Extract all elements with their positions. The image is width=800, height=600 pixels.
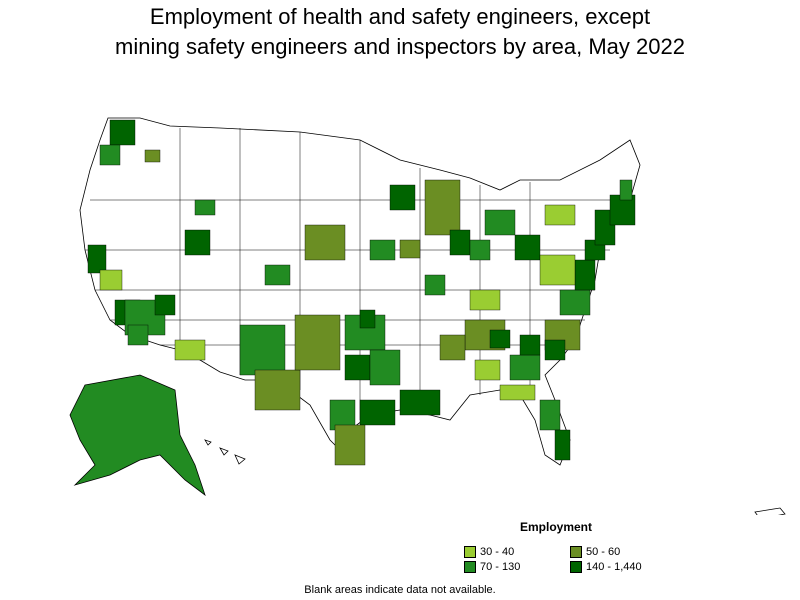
state-borders	[85, 128, 620, 420]
legend-item-50-60: 50 - 60	[570, 546, 620, 558]
area-al	[474, 359, 501, 381]
area-seattle	[109, 119, 136, 146]
legend-title: Employment	[520, 520, 593, 534]
area-saltlake	[184, 229, 211, 256]
area-nashville	[489, 329, 511, 349]
area-tx-pan	[294, 314, 341, 371]
area-kansas	[304, 224, 346, 261]
alaska-outline	[69, 374, 206, 497]
map-title: Employment of health and safety engineer…	[0, 2, 800, 62]
legend-swatch	[570, 546, 582, 558]
area-fl-s	[554, 429, 571, 461]
area-upstate-ny	[544, 204, 576, 226]
area-la-coast	[399, 389, 441, 416]
area-houston	[359, 399, 396, 426]
area-stlouis	[424, 274, 446, 296]
legend-swatch	[464, 561, 476, 573]
legend-item-30-40: 30 - 40	[464, 546, 514, 558]
area-spokane	[144, 149, 161, 163]
area-fl-n	[499, 384, 536, 401]
area-michigan	[484, 209, 516, 236]
area-atlanta	[519, 334, 541, 356]
area-portland	[99, 144, 121, 166]
area-tx-coast	[334, 424, 366, 466]
area-wi	[424, 179, 461, 236]
legend-swatch	[464, 546, 476, 558]
area-ga	[509, 354, 541, 381]
legend-label: 50 - 60	[586, 546, 621, 558]
area-phoenix	[174, 339, 206, 361]
title-line-1: Employment of health and safety engineer…	[149, 4, 651, 29]
area-iowa	[399, 239, 421, 259]
area-nebraska	[369, 239, 396, 261]
area-east-tx	[369, 349, 401, 386]
area-sf	[87, 244, 107, 274]
area-ms	[439, 334, 466, 361]
area-boise	[194, 199, 216, 216]
us-employment-map	[69, 117, 786, 515]
puerto-rico	[754, 507, 786, 515]
area-west-tx	[254, 369, 301, 411]
area-ok-city	[359, 309, 376, 329]
legend-swatch	[570, 561, 582, 573]
area-chicago	[449, 229, 471, 256]
legend-label: 30 - 40	[480, 546, 515, 558]
area-virginia	[559, 289, 591, 316]
area-sandiego	[127, 324, 149, 346]
legend-label: 70 - 130	[480, 561, 521, 573]
area-denver	[264, 264, 291, 286]
area-dc	[574, 259, 596, 291]
area-pa	[539, 254, 576, 286]
area-boston	[619, 179, 633, 201]
hawaii-islands	[204, 439, 246, 465]
area-ky	[469, 289, 501, 311]
area-ohio	[514, 234, 541, 261]
footnote: Blank areas indicate data not available.	[304, 584, 496, 596]
area-indiana	[469, 239, 491, 261]
legend-item-140-1440: 140 - 1,440	[570, 561, 642, 573]
area-fresno	[99, 269, 123, 291]
area-fl-c	[539, 399, 561, 431]
area-nm	[239, 324, 286, 376]
area-charlotte	[544, 339, 566, 361]
area-dallas	[344, 354, 371, 381]
title-line-2: mining safety engineers and inspectors b…	[115, 34, 685, 59]
legend-label: 140 - 1,440	[586, 561, 642, 573]
legend-item-70-130: 70 - 130	[464, 561, 520, 573]
area-minn	[389, 184, 416, 211]
area-lasvegas	[154, 294, 176, 316]
